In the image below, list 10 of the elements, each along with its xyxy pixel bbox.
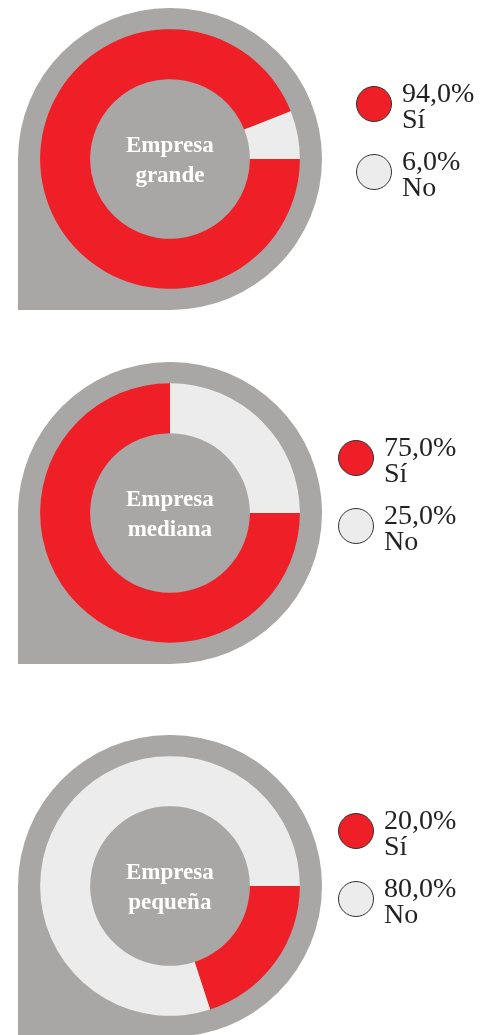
text: Empresa pequeña <box>126 859 215 914</box>
data-label: 25,0% <box>384 499 457 530</box>
donut-slice <box>244 111 300 159</box>
donut-slice <box>40 383 300 643</box>
data-label: 80,0% <box>384 872 457 903</box>
data-label: 6,0% <box>402 145 462 176</box>
text: Empresa grande <box>126 132 215 187</box>
text: Empresa mediana <box>126 486 215 541</box>
donut-slice <box>40 756 300 1016</box>
donut-slice <box>40 29 300 289</box>
